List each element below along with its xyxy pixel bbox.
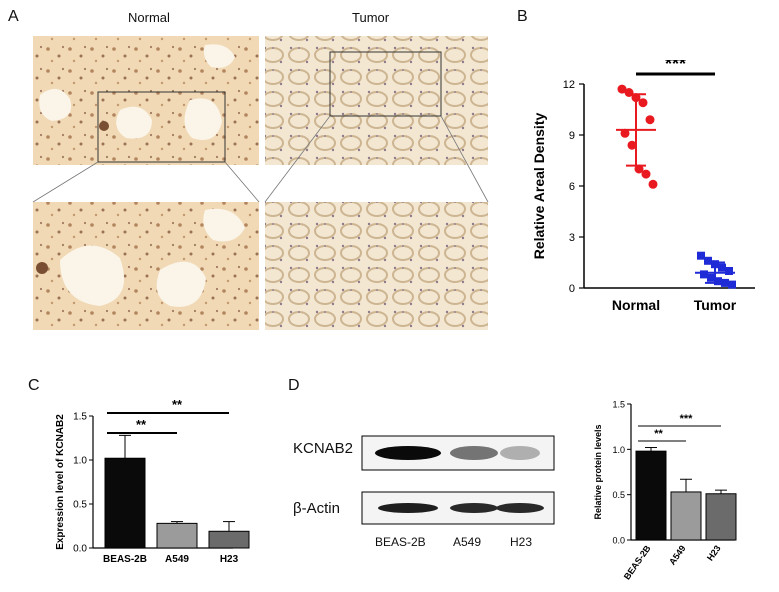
x-category-label: H23 [220, 554, 239, 565]
tumor-overview-image [265, 36, 488, 165]
x-category-label: A549 [165, 554, 189, 565]
ihc-image-panel [32, 36, 489, 330]
y-tick-label: 3 [569, 232, 575, 244]
x-category-label: BEAS-2B [103, 554, 147, 565]
blot-band-kcnab2 [500, 446, 540, 460]
bar [670, 491, 702, 541]
protein-level-bar-chart: 0.0 0.5 1.0 1.5 Relative protein levels BEAS-… [593, 400, 737, 582]
blot-band-actin [378, 503, 438, 513]
y-axis-label: Relative Areal Density [531, 113, 547, 260]
y-tick-label: 1.0 [73, 456, 87, 467]
significance-label: ** [136, 417, 147, 432]
blot-band-kcnab2 [375, 446, 441, 460]
y-tick-label: 0 [569, 283, 575, 295]
significance-label: *** [680, 413, 694, 425]
blot-row-label-actin: β-Actin [293, 500, 340, 517]
normal-column-label: Normal [128, 10, 170, 25]
panel-label-c: C [28, 377, 40, 394]
x-category-label: BEAS-2B [622, 543, 653, 582]
normal-overview-image [33, 36, 259, 165]
data-point [641, 169, 651, 179]
bar [156, 522, 198, 549]
data-point [725, 267, 733, 275]
y-tick-label: 0.5 [612, 490, 625, 500]
bar [705, 493, 737, 541]
data-point [707, 273, 715, 282]
blot-band-actin [496, 503, 544, 513]
data-point [704, 256, 712, 265]
data-point [728, 280, 736, 289]
data-point [700, 270, 708, 279]
blot-band-kcnab2 [450, 446, 498, 460]
bar [635, 450, 667, 541]
blot-band-actin [450, 503, 498, 513]
blot-lane-label-beas2b: BEAS-2B [375, 535, 426, 549]
blot-row-label-kcnab2: KCNAB2 [293, 440, 354, 457]
areal-density-scatter-chart: 0 3 6 9 12 Relative Areal Density Normal Tumor *… [531, 60, 755, 313]
y-tick-label: 9 [569, 130, 575, 142]
y-tick-label: 12 [563, 79, 575, 91]
data-point [718, 263, 726, 272]
data-point [627, 140, 637, 150]
kcnab2-expression-bar-chart: 0.0 0.5 1.0 1.5 Expression level of KCNAB2 BE… [55, 397, 250, 565]
data-point [620, 128, 630, 138]
data-point [714, 277, 722, 286]
y-axis-label: Expression level of KCNAB2 [55, 414, 66, 550]
blot-lane-label-a549: A549 [453, 535, 482, 549]
data-point [645, 115, 655, 125]
significance-label: ** [172, 397, 183, 412]
x-category-label: Normal [612, 297, 660, 313]
panel-label-b: B [517, 8, 528, 25]
x-category-label: A549 [667, 543, 688, 566]
y-axis-label: Relative protein levels [593, 424, 603, 519]
y-tick-label: 0.0 [73, 544, 87, 555]
data-point [617, 84, 627, 94]
y-tick-label: 1.5 [73, 412, 87, 423]
western-blot-image [361, 435, 555, 525]
data-point [638, 98, 648, 108]
y-tick-label: 0.0 [612, 536, 625, 546]
data-point [697, 251, 705, 260]
normal-zoom-image [33, 202, 259, 330]
significance-label: ** [654, 428, 663, 440]
y-tick-label: 0.5 [73, 500, 87, 511]
bar [104, 457, 146, 549]
y-tick-label: 1.5 [612, 400, 625, 410]
blot-lane-label-h23: H23 [510, 535, 533, 549]
panel-label-d: D [288, 377, 300, 394]
tumor-column-label: Tumor [352, 10, 390, 25]
significance-label: *** [665, 60, 686, 74]
bar [208, 530, 250, 549]
tumor-zoom-image [265, 202, 488, 330]
y-tick-label: 6 [569, 181, 575, 193]
x-category-label: Tumor [694, 297, 737, 313]
data-point [648, 179, 658, 189]
y-tick-label: 1.0 [612, 445, 625, 455]
data-point [634, 164, 644, 174]
x-category-label: H23 [705, 543, 723, 562]
panel-label-a: A [8, 8, 19, 25]
